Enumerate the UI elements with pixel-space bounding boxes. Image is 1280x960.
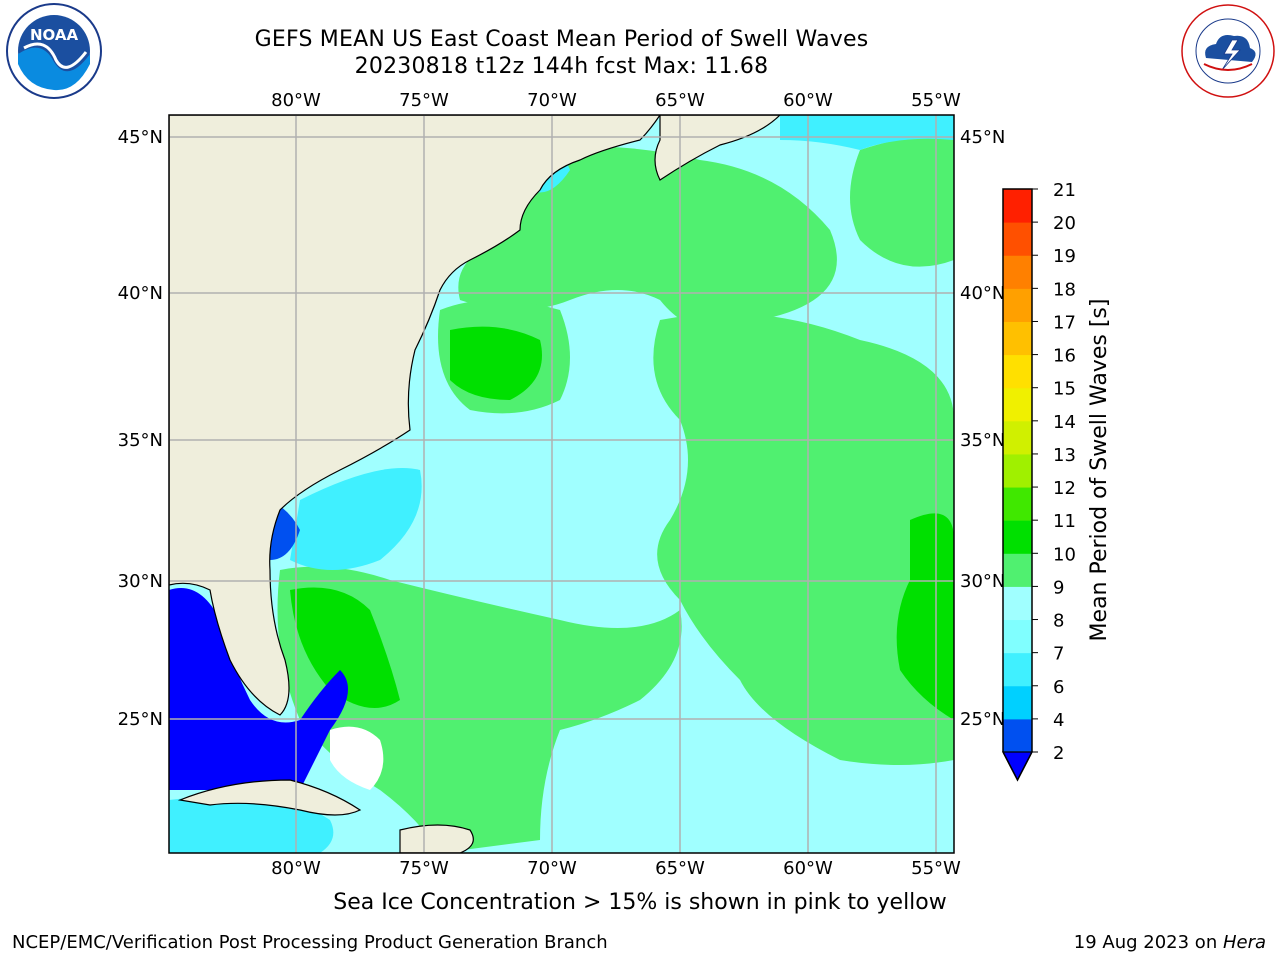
lon-label-top: 75°W [399,90,449,111]
colorbar-tick-label: 14 [1053,412,1076,433]
colorbar-tick-label: 2 [1053,743,1064,764]
nws-logo [1181,4,1275,98]
colorbar-tick-label: 21 [1053,180,1076,201]
map-frame [168,114,955,854]
noaa-logo-text: NOAA [30,26,79,44]
lon-label-top: 70°W [527,90,577,111]
colorbar: 2 4 6 7 8 9 10 11 12 13 14 15 16 17 18 19 20 21 Mean Perio… [1002,180,1112,782]
colorbar-tick-label: 20 [1053,213,1076,234]
lon-label-bottom: 60°W [783,858,833,879]
colorbar-label: Mean Period of Swell Waves [s] [1087,299,1112,642]
colorbar-swatch [1003,420,1032,455]
lat-label-right: 30°N [960,571,1005,592]
chart-title: GEFS MEAN US East Coast Mean Period of S… [254,27,869,52]
colorbar-swatch [1003,487,1032,521]
footer-date-text: 19 Aug 2023 on [1073,932,1223,953]
noaa-logo: NOAA [6,3,102,99]
colorbar-tick-label: 18 [1053,279,1076,300]
colorbar-swatch [1003,718,1032,753]
lat-label-right: 25°N [960,709,1005,730]
colorbar-frame [1002,188,1033,782]
colorbar-swatch [1003,189,1032,223]
lat-label-left: 25°N [118,709,163,730]
colorbar-swatch [1003,354,1032,389]
colorbar-swatch [1003,652,1032,687]
colorbar-tick-label: 16 [1053,346,1076,367]
field-cyan-north-edge [780,115,954,150]
lat-label-left: 45°N [118,127,163,148]
colorbar-tick-label: 9 [1053,577,1064,598]
colorbar-tick-label: 17 [1053,312,1076,333]
colorbar-tick-label: 10 [1053,544,1076,565]
lat-label-right: 35°N [960,430,1005,451]
land-cuba [177,779,362,816]
colorbar-tick-label: 13 [1053,445,1076,466]
colorbar-swatch [1003,453,1032,488]
land-north-america [169,115,661,716]
lat-label-left: 35°N [118,430,163,451]
colorbar-swatch [1003,387,1032,422]
colorbar-tick-label: 15 [1053,379,1076,400]
footer-host: Hera [1222,932,1266,953]
swell-period-map [169,115,954,853]
colorbar-swatch [1003,222,1032,256]
colorbar-swatch [1003,520,1032,554]
colorbar-tick-label: 7 [1053,644,1064,665]
colorbar-swatch [1003,288,1032,322]
footer-credit: NCEP/EMC/Verification Post Processing Pr… [12,932,608,953]
colorbar-swatch [1003,586,1032,621]
colorbar-under-arrow [1002,751,1033,782]
lon-label-top: 60°W [783,90,833,111]
lon-label-bottom: 70°W [527,858,577,879]
colorbar-tick-label: 6 [1053,677,1064,698]
land-hispaniola [399,824,474,853]
lon-label-top: 80°W [271,90,321,111]
colorbar-tick-label: 4 [1053,710,1064,731]
field-green-east [653,313,954,765]
sea-ice-caption: Sea Ice Concentration > 15% is shown in … [333,890,947,915]
lat-label-right: 45°N [960,127,1005,148]
colorbar-swatch [1003,553,1032,587]
lat-label-left: 40°N [118,283,163,304]
colorbar-tick-label: 19 [1053,246,1076,267]
footer-date: 19 Aug 2023 on Hera [1074,932,1266,953]
lat-label-right: 40°N [960,283,1005,304]
lon-label-bottom: 65°W [655,858,705,879]
lon-label-top: 55°W [911,90,961,111]
field-blue-gulf [169,588,348,790]
lon-label-bottom: 55°W [911,858,961,879]
land-nova-scotia [654,115,781,181]
field-bahamas-banks [330,726,384,790]
gridlines [169,115,954,853]
colorbar-tick-label: 12 [1053,478,1076,499]
field-bright-green-2 [290,587,400,708]
field-bright-green-3 [896,513,954,720]
lon-label-bottom: 75°W [399,858,449,879]
colorbar-swatch [1003,321,1032,356]
colorbar-tick-label: 11 [1053,511,1076,532]
colorbar-swatch [1003,685,1032,720]
chart-subtitle: 20230818 t12z 144h fcst Max: 11.68 [354,54,769,79]
lon-label-top: 65°W [655,90,705,111]
lat-label-left: 30°N [118,571,163,592]
colorbar-swatch [1003,255,1032,289]
colorbar-swatch [1003,619,1032,654]
field-green-north [458,146,837,332]
field-bright-green-1 [450,326,542,400]
field-cyan-nearshore [290,468,422,570]
lon-label-bottom: 80°W [271,858,321,879]
field-green-ne [850,136,954,267]
colorbar-tick-label: 8 [1053,611,1064,632]
